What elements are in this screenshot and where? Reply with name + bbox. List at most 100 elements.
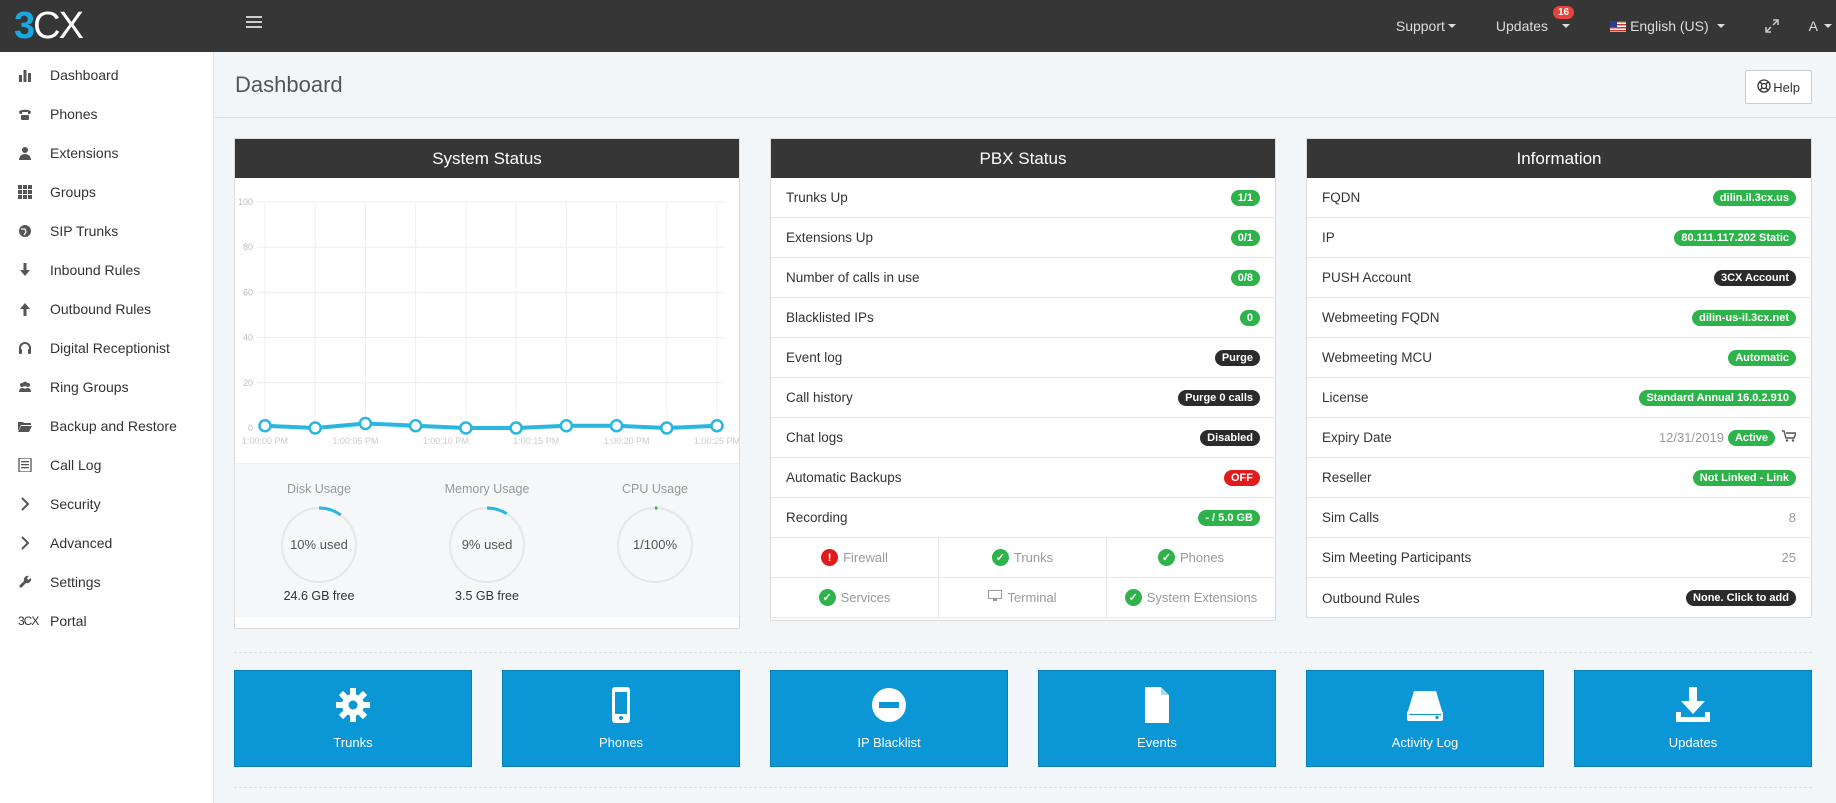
row-label: Sim Calls: [1322, 510, 1380, 525]
sidebar-item-outbound-rules[interactable]: Outbound Rules: [0, 289, 213, 328]
webmeeting-fqdn-badge[interactable]: dilin-us-il.3cx.net: [1692, 309, 1796, 326]
y-tick-label: 0: [248, 423, 253, 433]
sidebar-item-label: Groups: [50, 183, 96, 200]
sidebar-item-digital-receptionist[interactable]: Digital Receptionist: [0, 328, 213, 367]
license-badge[interactable]: Standard Annual 16.0.2.910: [1639, 389, 1796, 406]
y-tick-label: 80: [243, 242, 253, 252]
row-label: PUSH Account: [1322, 270, 1412, 285]
sidebar-item-portal[interactable]: 3CX Portal: [0, 601, 213, 640]
menu-toggle-icon[interactable]: [246, 16, 262, 30]
system-status-chart: 0 20 40 60 80 100 1:00:00 PM 1:00:05 PM 1:00:10 …: [235, 178, 739, 617]
info-row-outbound-rules: Outbound Rules None. Click to add: [1307, 578, 1811, 618]
mobile-icon: [612, 687, 630, 723]
sidebar-item-label: Portal: [50, 612, 87, 629]
calls-in-use-badge[interactable]: 0/8: [1230, 269, 1260, 286]
fullscreen-expand-icon[interactable]: [1764, 19, 1779, 33]
support-menu[interactable]: Support: [1396, 18, 1456, 34]
sidebar-item-advanced[interactable]: Advanced: [0, 523, 213, 562]
recording-badge[interactable]: - / 5.0 GB: [1198, 509, 1260, 526]
row-label: Webmeeting MCU: [1322, 350, 1433, 365]
data-point: [609, 418, 624, 433]
sidebar-item-sip-trunks[interactable]: SIP Trunks: [0, 211, 213, 250]
fqdn-badge[interactable]: dilin.il.3cx.us: [1712, 189, 1796, 206]
sidebar-item-extensions[interactable]: Extensions: [0, 133, 213, 172]
service-label: Trunks: [1013, 550, 1054, 565]
phone-icon: [18, 106, 50, 122]
info-row-webmeeting-mcu: Webmeeting MCU Automatic: [1307, 338, 1811, 378]
sidebar-item-label: Dashboard: [50, 66, 119, 83]
chat-logs-badge[interactable]: Disabled: [1200, 429, 1260, 446]
sidebar-item-backup-and-restore[interactable]: Backup and Restore: [0, 406, 213, 445]
lifebuoy-icon: [1757, 78, 1771, 96]
service-trunks[interactable]: ✓ Trunks: [939, 538, 1107, 578]
sidebar-item-label: Security: [50, 495, 101, 512]
pbx-row-call-history: Call history Purge 0 calls: [771, 378, 1275, 418]
events-tile[interactable]: Events: [1038, 670, 1276, 767]
updates-tile[interactable]: Updates: [1574, 670, 1812, 767]
purge-event-log-button[interactable]: Purge: [1214, 349, 1260, 366]
sidebar-item-groups[interactable]: Groups: [0, 172, 213, 211]
top-nav: Support Updates 16 English (US) A: [1356, 0, 1836, 52]
service-terminal[interactable]: Terminal: [939, 578, 1107, 618]
user-icon: [18, 145, 50, 161]
service-phones[interactable]: ✓ Phones: [1107, 538, 1275, 578]
automatic-backups-badge[interactable]: OFF: [1224, 469, 1260, 486]
sidebar-item-ring-groups[interactable]: Ring Groups: [0, 367, 213, 406]
memory-usage-gauge: Memory Usage 9% used 3.5 GB free: [403, 464, 571, 603]
trunks-tile[interactable]: Trunks: [234, 670, 472, 767]
service-firewall[interactable]: ! Firewall: [771, 538, 939, 578]
account-menu[interactable]: A: [1809, 18, 1832, 34]
sidebar-item-inbound-rules[interactable]: Inbound Rules: [0, 250, 213, 289]
purge-calls-button[interactable]: Purge 0 calls: [1178, 389, 1260, 406]
service-services[interactable]: ✓ Services: [771, 578, 939, 618]
service-system-extensions[interactable]: ✓ System Extensions: [1107, 578, 1275, 618]
pbx-row-extensions-up: Extensions Up 0/1: [771, 218, 1275, 258]
language-menu[interactable]: English (US): [1610, 18, 1725, 34]
sidebar-item-label: Extensions: [50, 144, 119, 161]
sidebar-item-dashboard[interactable]: Dashboard: [0, 55, 213, 94]
cart-icon[interactable]: [1782, 430, 1798, 445]
y-tick-label: 40: [243, 333, 253, 343]
y-tick-label: 60: [243, 287, 253, 297]
sim-meeting-participants-value: 25: [1781, 550, 1796, 565]
row-label: Chat logs: [786, 430, 844, 445]
sidebar-item-label: Call Log: [50, 456, 102, 473]
gauge-ring: [617, 506, 693, 583]
reseller-link-badge[interactable]: Not Linked - Link: [1692, 469, 1796, 486]
gauge-free: 3.5 GB free: [455, 589, 519, 603]
page-header: Dashboard Help: [215, 52, 1836, 118]
service-label: Services: [840, 590, 891, 605]
service-label: Terminal: [1007, 590, 1057, 605]
tile-label: Activity Log: [1391, 735, 1459, 750]
ip-badge[interactable]: 80.111.117.202 Static: [1674, 229, 1796, 246]
blacklisted-ips-badge[interactable]: 0: [1239, 309, 1260, 326]
webmeeting-mcu-badge[interactable]: Automatic: [1728, 349, 1796, 366]
logo-suffix: CX: [33, 5, 84, 47]
sidebar-item-settings[interactable]: Settings: [0, 562, 213, 601]
x-tick-label: 1:00:10 PM: [423, 436, 469, 446]
sidebar-item-call-log[interactable]: Call Log: [0, 445, 213, 484]
sidebar: Dashboard Phones Extensions Groups SIP T…: [0, 52, 214, 803]
account-label: A: [1808, 18, 1818, 34]
sidebar-item-phones[interactable]: Phones: [0, 94, 213, 133]
push-account-badge[interactable]: 3CX Account: [1713, 269, 1796, 286]
info-row-sim-calls: Sim Calls 8: [1307, 498, 1811, 538]
tile-label: IP Blacklist: [857, 735, 921, 750]
add-outbound-rule-button[interactable]: None. Click to add: [1686, 590, 1796, 606]
row-label: Event log: [786, 350, 843, 365]
help-button[interactable]: Help: [1745, 70, 1812, 104]
users-icon: [18, 379, 50, 395]
service-label: System Extensions: [1146, 590, 1258, 605]
row-label: Reseller: [1322, 470, 1372, 485]
ip-blacklist-tile[interactable]: IP Blacklist: [770, 670, 1008, 767]
sidebar-item-security[interactable]: Security: [0, 484, 213, 523]
updates-menu[interactable]: Updates 16: [1496, 6, 1575, 34]
3cx-logo[interactable]: 3CX: [14, 5, 84, 47]
extensions-up-badge[interactable]: 0/1: [1230, 229, 1260, 246]
gauge-value: 10% used: [290, 537, 348, 552]
info-row-fqdn: FQDN dilin.il.3cx.us: [1307, 178, 1811, 218]
trunks-up-badge[interactable]: 1/1: [1230, 189, 1260, 206]
check-icon: ✓: [1157, 549, 1175, 566]
phones-tile[interactable]: Phones: [502, 670, 740, 767]
activity-log-tile[interactable]: Activity Log: [1306, 670, 1544, 767]
